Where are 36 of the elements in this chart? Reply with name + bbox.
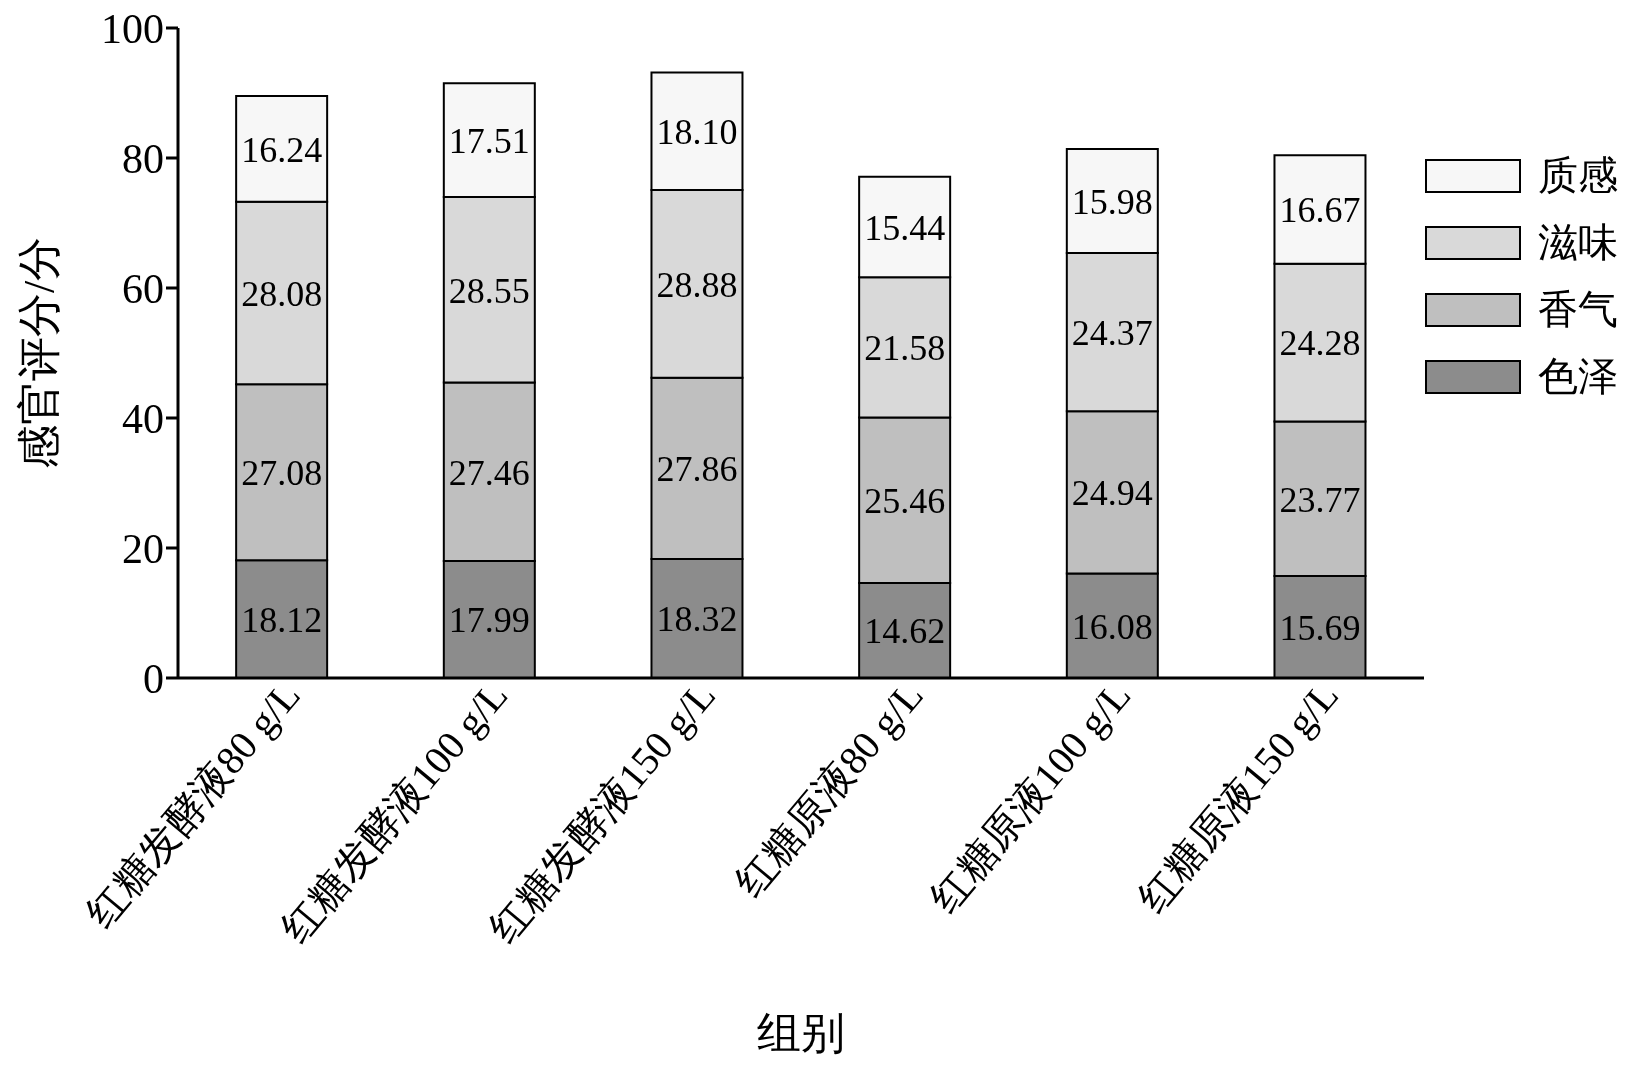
legend-label: 色泽: [1538, 353, 1618, 401]
data-label: 17.99: [448, 600, 530, 641]
data-label: 18.10: [656, 112, 738, 153]
data-label: 28.55: [448, 270, 530, 311]
data-label: 14.62: [864, 611, 946, 652]
data-label: 17.51: [448, 120, 530, 161]
y-tick-label: 20: [122, 525, 164, 572]
data-label: 27.08: [241, 452, 323, 493]
y-tick-label: 0: [143, 655, 164, 702]
y-axis-title: 感官评分/分: [14, 236, 64, 470]
y-tick-label: 80: [122, 135, 164, 182]
data-label: 24.37: [1071, 312, 1153, 353]
data-label: 23.77: [1279, 479, 1361, 520]
data-label: 25.46: [864, 481, 946, 522]
legend-label: 香气: [1538, 286, 1618, 334]
data-label: 28.08: [241, 273, 323, 314]
data-label: 16.24: [241, 129, 323, 170]
legend-label: 质感: [1538, 152, 1618, 200]
data-label: 16.08: [1071, 606, 1153, 647]
data-label: 27.86: [656, 449, 738, 490]
data-label: 24.94: [1071, 473, 1153, 514]
data-label: 24.28: [1279, 323, 1361, 364]
x-axis-title: 组别: [757, 1009, 845, 1058]
data-label: 18.32: [656, 599, 738, 640]
y-tick-label: 40: [122, 395, 164, 442]
data-label: 15.44: [864, 207, 946, 248]
data-label: 15.98: [1071, 181, 1153, 222]
data-label: 21.58: [864, 328, 946, 369]
data-label: 28.88: [656, 264, 738, 305]
data-label: 18.12: [241, 599, 323, 640]
y-tick-label: 100: [101, 5, 164, 52]
legend-label: 滋味: [1538, 219, 1618, 267]
data-label: 16.67: [1279, 190, 1361, 231]
data-label: 15.69: [1279, 607, 1361, 648]
y-tick-label: 60: [122, 265, 164, 312]
data-label: 27.46: [448, 452, 530, 493]
